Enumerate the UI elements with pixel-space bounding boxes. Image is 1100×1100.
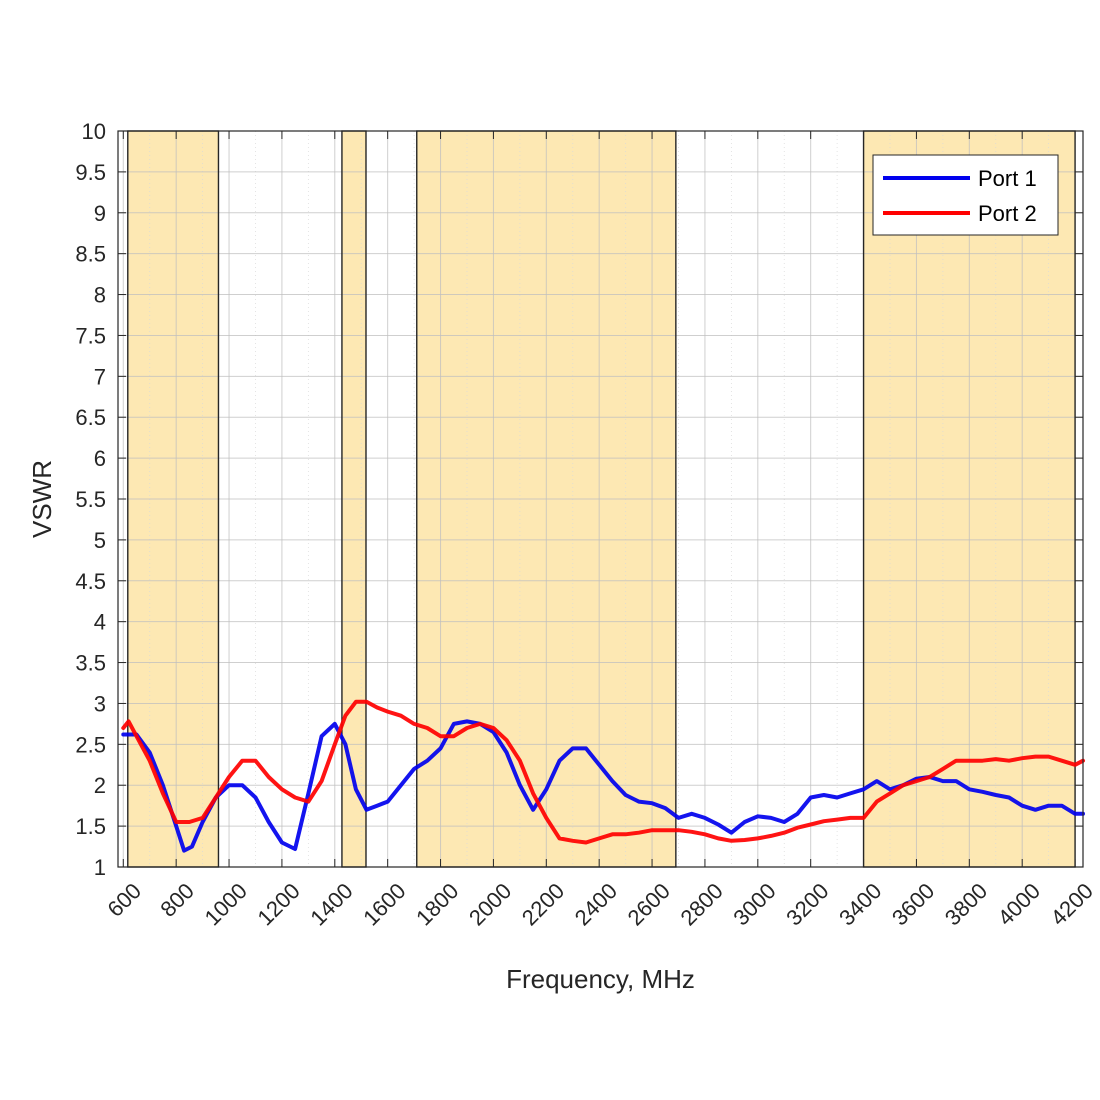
y-tick-label-0: 1 (94, 855, 106, 880)
y-tick-label-17: 9.5 (75, 160, 106, 185)
grid (118, 130, 1083, 868)
y-tick-label-6: 4 (94, 610, 106, 635)
series-lines (121, 699, 1085, 853)
y-tick-label-1: 1.5 (75, 814, 106, 839)
y-axis-label: VSWR (27, 460, 57, 538)
y-tick-label-12: 7 (94, 364, 106, 389)
y-tick-label-10: 6 (94, 446, 106, 471)
y-axis-ticks: 1 1.5 2 2.5 3 3.5 4 4.5 5 5.5 6 6.5 7 7.5 8 8.5 9 9.5 10 (75, 119, 1083, 880)
y-tick-label-7: 4.5 (75, 569, 106, 594)
y-tick-label-5: 3.5 (75, 651, 106, 676)
legend-box (872, 154, 1059, 236)
series-line-port-2 (121, 699, 1085, 845)
legend: Port 1 Port 2 (872, 154, 1059, 236)
y-tick-label-13: 7.5 (75, 323, 106, 348)
y-tick-label-14: 8 (94, 283, 106, 308)
y-tick-label-8: 5 (94, 528, 106, 553)
y-tick-label-16: 9 (94, 201, 106, 226)
y-tick-label-11: 6.5 (75, 405, 106, 430)
y-tick-label-9: 5.5 (75, 487, 106, 512)
y-tick-label-2: 2 (94, 773, 106, 798)
legend-label-port-1: Port 1 (978, 166, 1037, 191)
y-tick-label-15: 8.5 (75, 242, 106, 267)
x-axis-label: Frequency, MHz (506, 964, 695, 994)
y-tick-label-4: 3 (94, 691, 106, 716)
legend-label-port-2: Port 2 (978, 201, 1037, 226)
y-tick-label-3: 2.5 (75, 732, 106, 757)
y-tick-label-18: 10 (82, 119, 106, 144)
